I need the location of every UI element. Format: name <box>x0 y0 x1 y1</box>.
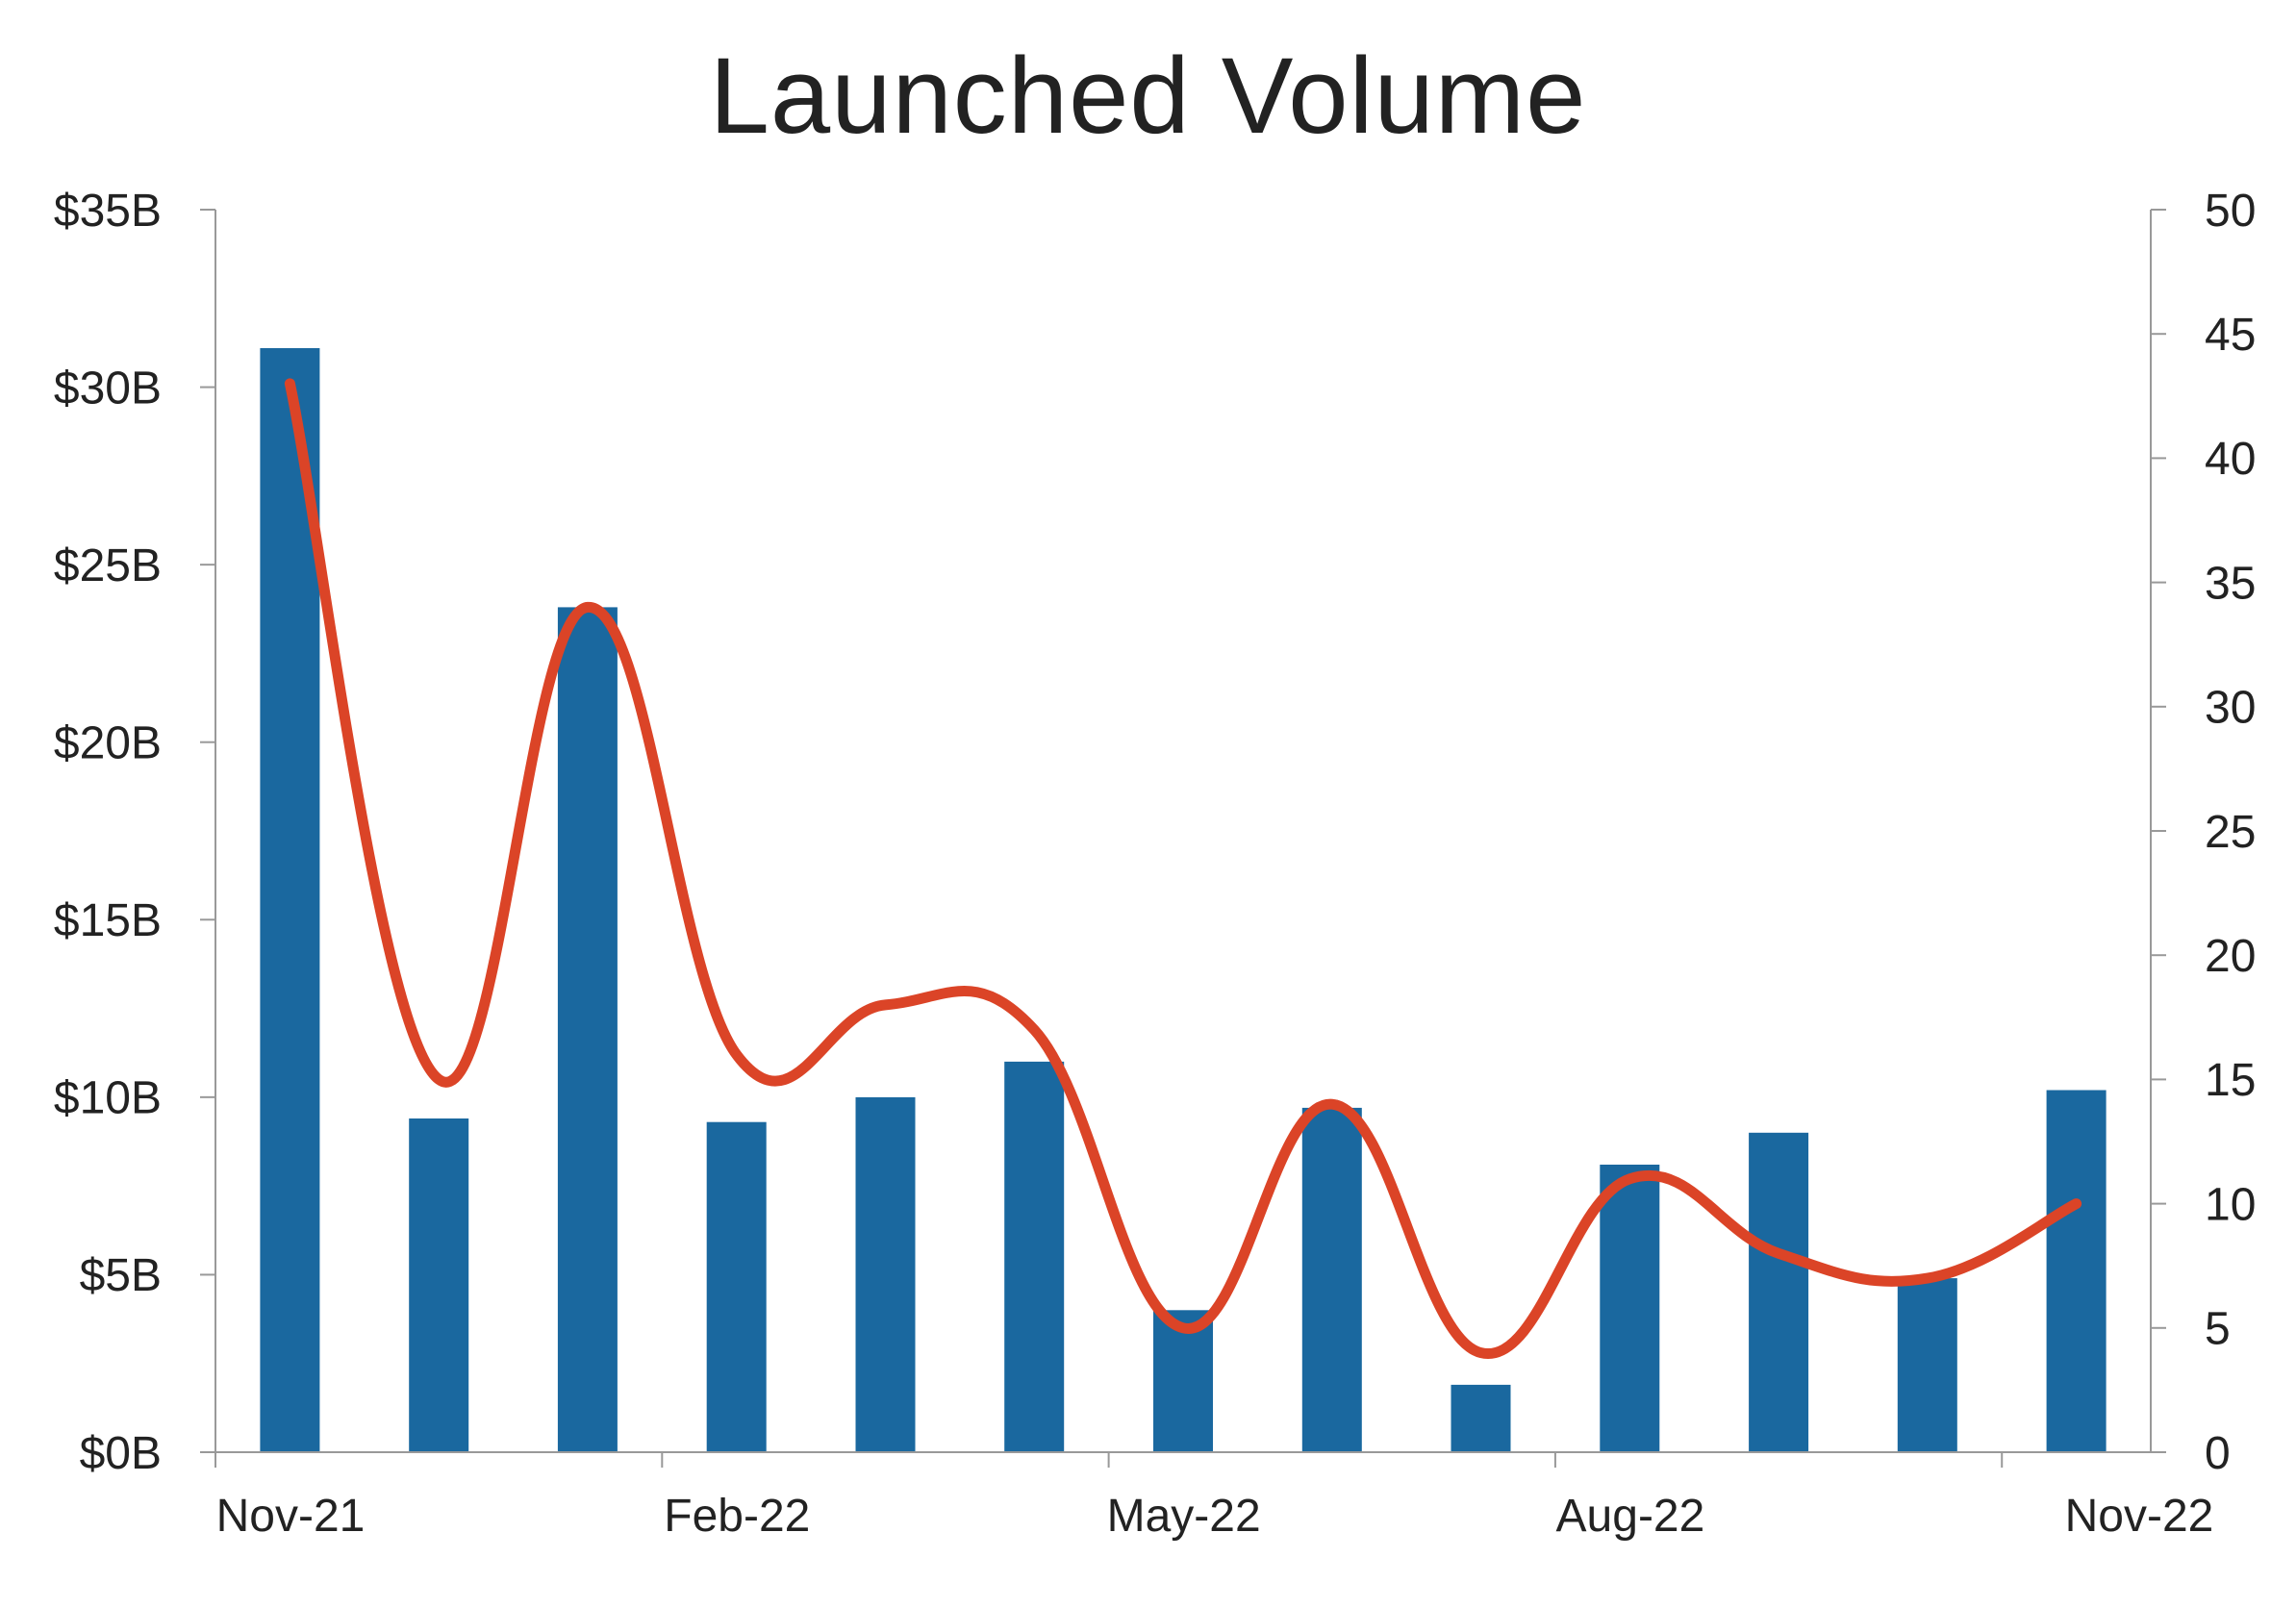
line-layer <box>284 378 2082 1359</box>
bar <box>1897 1278 1957 1452</box>
bar <box>855 1096 916 1452</box>
y-tick-label: $10B <box>54 1073 162 1124</box>
x-tick-label: Nov-21 <box>216 1491 366 1542</box>
bar <box>1451 1384 1511 1452</box>
y2-tick-label: 5 <box>2205 1304 2231 1355</box>
y2-tick-label: 40 <box>2205 434 2256 485</box>
bar <box>1301 1107 1362 1452</box>
y2-tick-label: 35 <box>2205 558 2256 609</box>
y2-tick-label: 25 <box>2205 807 2256 858</box>
y2-tick-label: 20 <box>2205 931 2256 982</box>
y2-tick-label: 50 <box>2205 186 2256 237</box>
x-tick-label: May-22 <box>1107 1491 1261 1542</box>
bar <box>1600 1165 1660 1452</box>
x-tick-label: Feb-22 <box>664 1491 810 1542</box>
y2-tick-label: 10 <box>2205 1179 2256 1230</box>
bar <box>1749 1132 1809 1452</box>
y-tick-label: $0B <box>80 1428 162 1479</box>
labels-layer: $0B $5B $10B $15B $20B $25B $30B $35B 0 5 10 15 20 25… <box>54 186 2257 1542</box>
bar <box>557 607 618 1452</box>
y2-tick-label: 0 <box>2205 1428 2231 1479</box>
bar <box>706 1121 767 1452</box>
y-tick-label: $35B <box>54 186 162 237</box>
line-series <box>284 378 2082 1359</box>
y-tick-label: $25B <box>54 540 162 591</box>
bar <box>2046 1090 2107 1452</box>
x-tick-label: Aug-22 <box>1556 1491 1705 1542</box>
chart-title: Launched Volume <box>709 36 1587 156</box>
y-tick-label: $15B <box>54 895 162 946</box>
y2-tick-label: 45 <box>2205 310 2256 361</box>
x-tick-label: Nov-22 <box>2065 1491 2214 1542</box>
bar <box>260 348 320 1452</box>
y-tick-label: $5B <box>80 1250 162 1301</box>
axes-layer <box>200 209 2166 1468</box>
bar <box>409 1118 469 1452</box>
bars-layer <box>260 348 2107 1452</box>
y-tick-label: $30B <box>54 363 162 414</box>
y2-tick-label: 15 <box>2205 1055 2256 1106</box>
y2-tick-label: 30 <box>2205 683 2256 734</box>
bar <box>1004 1061 1065 1452</box>
bar <box>1153 1310 1213 1452</box>
y-tick-label: $20B <box>54 718 162 769</box>
